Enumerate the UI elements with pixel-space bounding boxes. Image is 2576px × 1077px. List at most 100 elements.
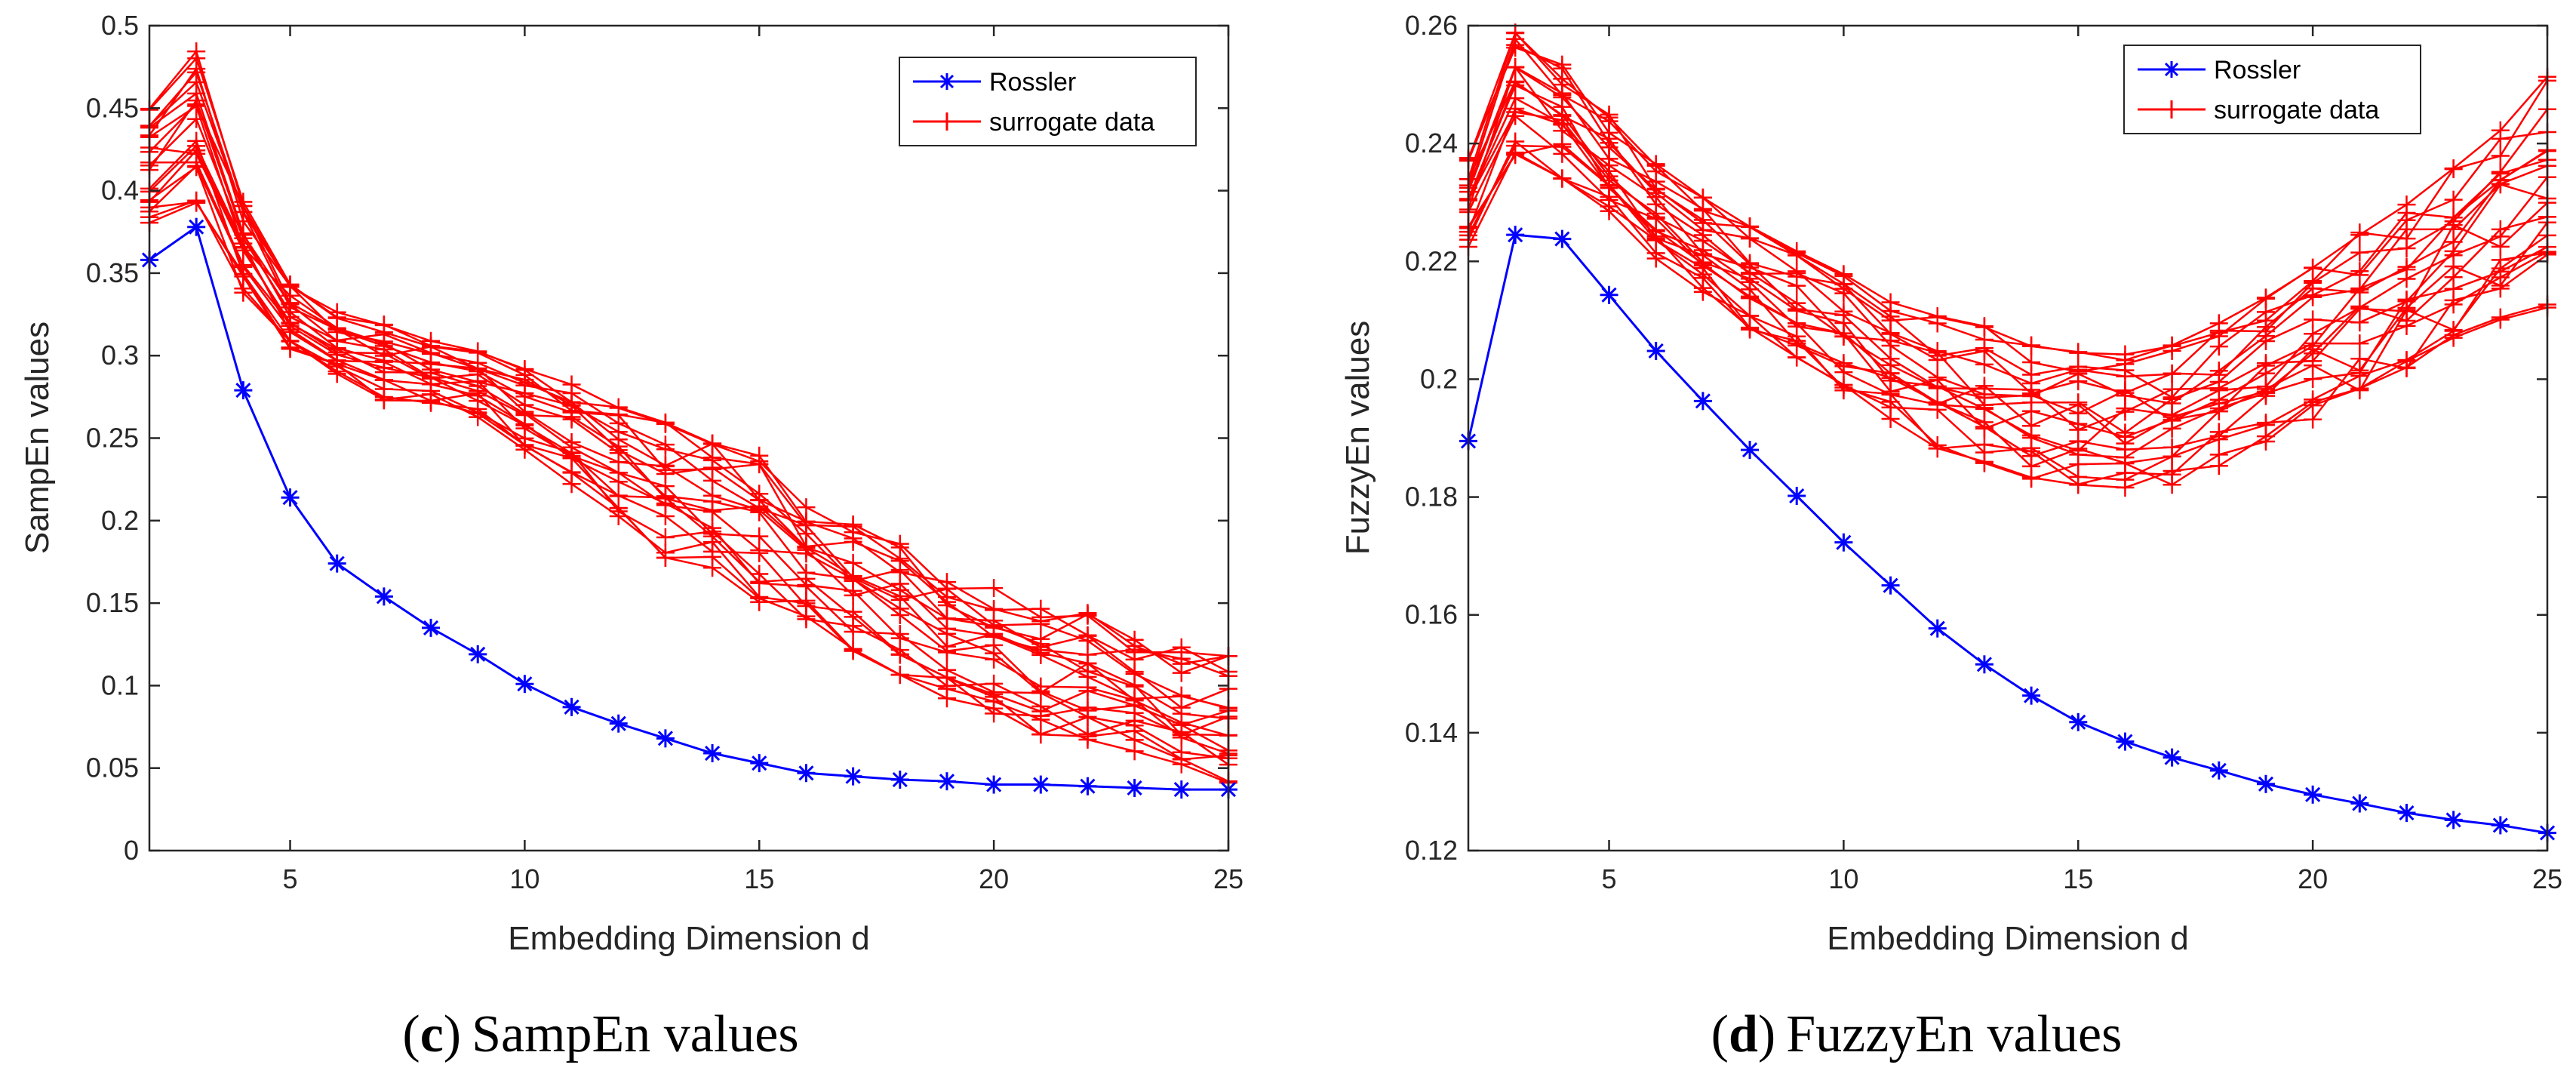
surrogate-point [1788, 262, 1806, 281]
surrogate-point [2256, 416, 2275, 435]
surrogate-point [2209, 327, 2228, 346]
surrogate-point [797, 515, 816, 534]
surrogate-point [1600, 123, 1618, 142]
surrogate-point [1125, 643, 1144, 662]
surrogate-point [2491, 220, 2510, 238]
surrogate-point [2304, 258, 2322, 277]
rossler-point [469, 645, 487, 663]
y-tick-label: 0.14 [1405, 717, 1458, 748]
surrogate-point [844, 568, 862, 587]
surrogate-point [1078, 725, 1097, 743]
surrogate-point [187, 95, 206, 114]
surrogate-point [2116, 355, 2135, 374]
surrogate-point [2069, 420, 2088, 439]
rossler-point [2163, 748, 2181, 767]
surrogate-point [656, 528, 675, 547]
surrogate-point [1741, 318, 1760, 337]
surrogate-point [2444, 295, 2463, 314]
surrogate-point [1600, 108, 1618, 127]
surrogate-point [281, 275, 300, 294]
surrogate-point [1031, 683, 1050, 702]
x-tick-label: 10 [1828, 863, 1858, 894]
surrogate-point [1928, 439, 1947, 458]
surrogate-point [2350, 243, 2369, 262]
y-tick-label: 0.3 [101, 340, 139, 371]
surrogate-point [1646, 180, 1665, 198]
surrogate-point [1975, 317, 1993, 336]
y-tick-label: 0.24 [1405, 128, 1458, 158]
rossler-point [1078, 777, 1097, 795]
surrogate-line [149, 117, 1229, 709]
rossler-point [327, 554, 346, 573]
surrogate-point [797, 596, 816, 615]
surrogate-point [2116, 402, 2135, 421]
surrogate-line [149, 56, 1229, 657]
panel-d-caption-close: ) [1758, 1005, 1775, 1063]
surrogate-point [703, 525, 722, 543]
surrogate-point [2069, 404, 2088, 423]
y-tick-label: 0.4 [101, 175, 139, 206]
surrogate-line [1467, 43, 2548, 399]
surrogate-point [327, 308, 346, 327]
surrogate-point [1834, 354, 1853, 373]
surrogate-point [1693, 278, 1712, 297]
rossler-point [2350, 794, 2369, 813]
surrogate-point [2256, 364, 2275, 383]
surrogate-point [2491, 162, 2510, 181]
surrogate-point [2350, 266, 2369, 285]
surrogate-point [2256, 311, 2275, 330]
surrogate-point [234, 192, 253, 211]
surrogate-point [2397, 350, 2416, 369]
surrogate-line [149, 199, 1229, 784]
surrogate-line [1467, 111, 2548, 452]
rossler-point [2444, 811, 2463, 829]
surrogate-line [149, 148, 1229, 752]
surrogate-point [2116, 383, 2135, 402]
surrogate-point [374, 315, 393, 334]
rossler-point [281, 488, 300, 507]
surrogate-line [148, 66, 1229, 675]
y-tick-label: 0.45 [86, 92, 139, 123]
surrogate-point [1881, 293, 1900, 312]
panel-d-fuzzyen: 5 10 15 20 25 0.12 0.14 0.16 0.18 0.2 0.22 0.24 0.26… [1339, 10, 2562, 1063]
surrogate-point [1975, 419, 1993, 438]
surrogate-point [609, 487, 628, 506]
surrogate-point [2256, 432, 2275, 451]
surrogate-point [2209, 426, 2228, 445]
rossler-point [1693, 392, 1712, 411]
surrogate-point [1788, 300, 1806, 318]
surrogate-point [1693, 245, 1712, 263]
surrogate-point [844, 608, 862, 626]
surrogate-point [2350, 361, 2369, 380]
surrogate-point [890, 590, 909, 609]
rossler-line [1467, 233, 2548, 835]
surrogate-point [656, 435, 675, 454]
surrogate-point [281, 338, 300, 357]
y-tick-label: 0.5 [101, 10, 139, 41]
surrogate-point [1975, 355, 1993, 374]
surrogate-point [656, 456, 675, 475]
surrogate-point [797, 498, 816, 517]
y-tick-label: 0.22 [1405, 245, 1458, 276]
surrogate-point [937, 637, 956, 656]
x-tick-label: 20 [979, 863, 1009, 894]
surrogate-point [1788, 242, 1806, 260]
surrogate-point [1078, 662, 1097, 681]
surrogate-point [1553, 69, 1572, 88]
surrogate-point [2350, 283, 2369, 302]
surrogate-point [2069, 362, 2088, 381]
panel-d-legend: Rossler surrogate data [2123, 45, 2421, 134]
rossler-point [187, 217, 206, 236]
surrogate-point [1693, 202, 1712, 220]
surrogate-point [2304, 337, 2322, 355]
surrogate-line [1467, 107, 2549, 457]
surrogate-point [1928, 342, 1947, 361]
y-tick-label: 0.15 [86, 587, 139, 618]
surrogate-line [149, 80, 1229, 665]
surrogate-point [2069, 467, 2088, 486]
surrogate-point [750, 452, 769, 471]
surrogate-point [2491, 237, 2510, 256]
surrogate-line [149, 164, 1229, 737]
rossler-point [2069, 712, 2088, 731]
